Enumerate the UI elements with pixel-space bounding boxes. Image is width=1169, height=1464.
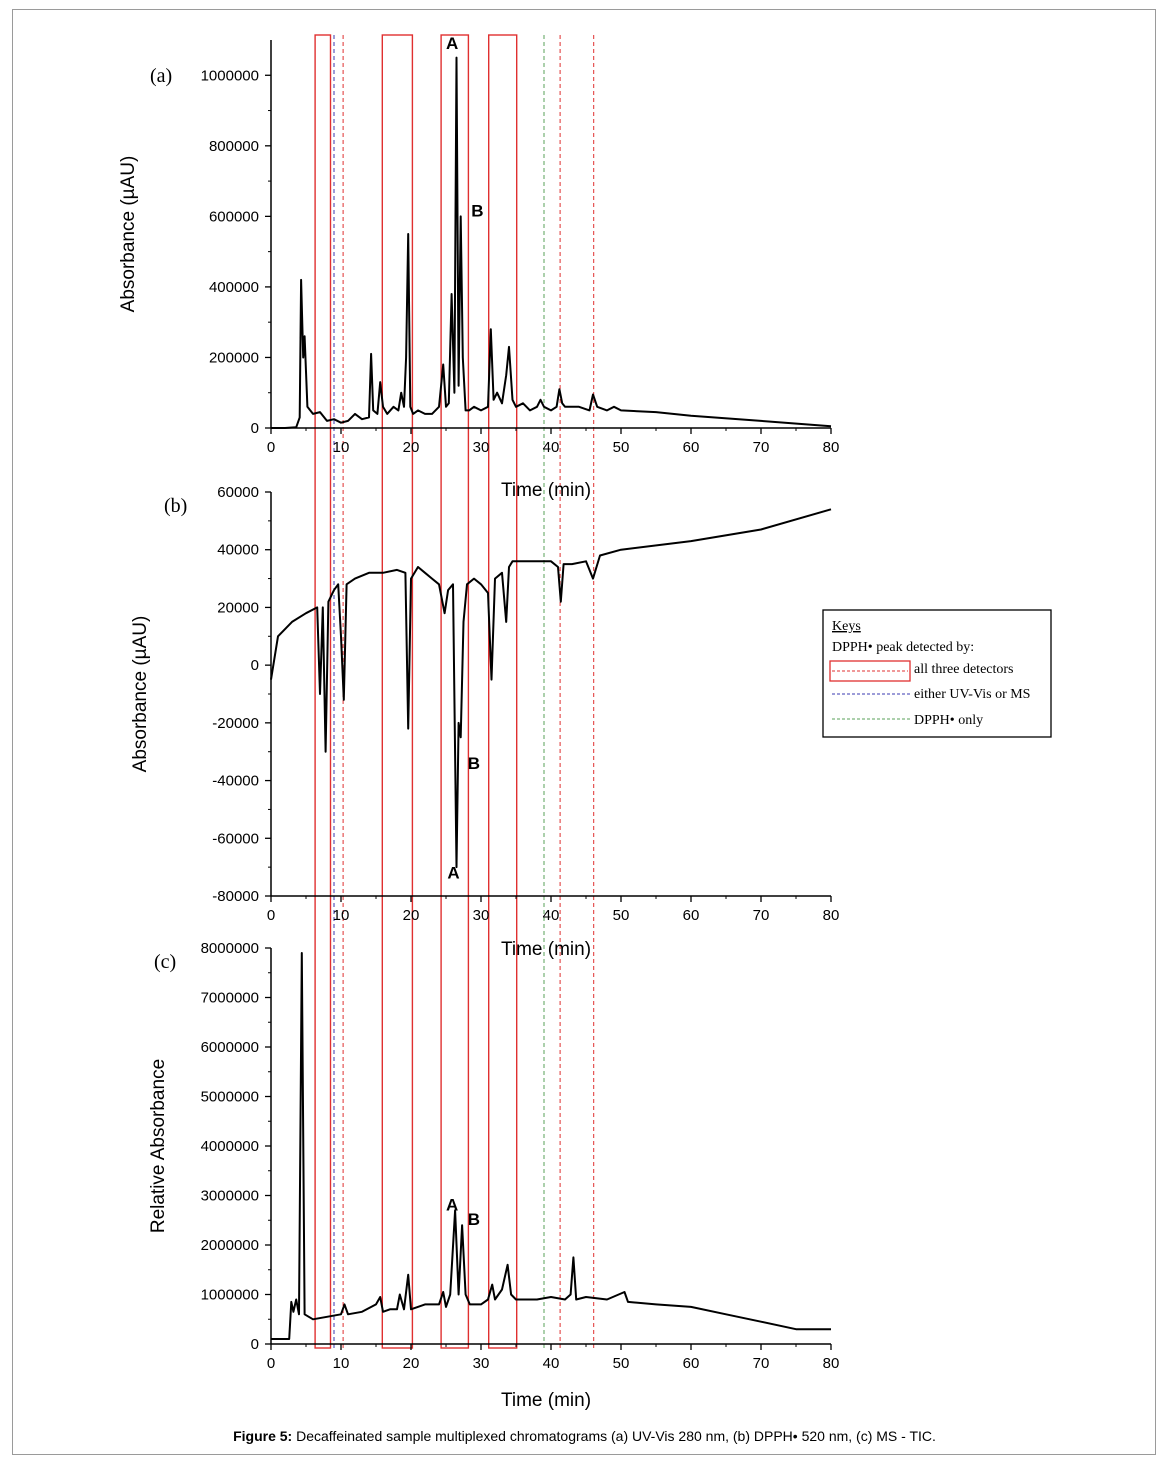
x-tick-label: 80 (823, 439, 840, 456)
x-tick-label: 70 (753, 439, 770, 456)
y-tick-label: 7000000 (201, 990, 259, 1007)
chromatogram-panels: 0 10 20 30 40 50 60 70 8002000004000006000008000… (118, 34, 839, 1411)
peak-label-a: A (446, 1195, 458, 1214)
detection-box (314, 34, 332, 1349)
y-tick-label: 0 (251, 1336, 259, 1353)
x-tick-label: 60 (683, 907, 700, 924)
y-tick-label: -20000 (212, 715, 259, 732)
figure-caption: Figure 5: Decaffeinated sample multiplex… (0, 1428, 1169, 1444)
x-tick-label: 50 (613, 907, 630, 924)
key-subtitle: DPPH• peak detected by: (832, 640, 974, 655)
caption-prefix: Figure 5: (233, 1428, 293, 1444)
y-axis-title: Absorbance (µAU) (130, 616, 151, 773)
x-tick-label: 70 (753, 1355, 770, 1372)
peak-label-b: B (468, 754, 480, 773)
panel-2: 0 10 20 30 40 50 60 70 80 -80000 -60000 -40000 -2000… (130, 484, 839, 960)
y-tick-label: 3000000 (201, 1188, 259, 1205)
x-tick-label: 30 (473, 1355, 490, 1372)
x-tick-label: 50 (613, 1355, 630, 1372)
key-box (822, 609, 1052, 738)
x-tick-label: 0 (267, 1355, 275, 1372)
chromatogram-trace (271, 952, 831, 1340)
x-axis-title: Time (min) (501, 939, 591, 960)
x-tick-label: 30 (473, 439, 490, 456)
x-axis-title: Time (min) (501, 480, 591, 501)
x-tick-label: 40 (543, 907, 560, 924)
key-item-all-three: all three detectors (914, 662, 1014, 677)
x-tick-label: 70 (753, 907, 770, 924)
y-tick-label: 200000 (209, 349, 259, 366)
panel-label: (a) (150, 65, 172, 87)
peak-label-a: A (447, 864, 459, 883)
y-tick-label: 600000 (209, 208, 259, 225)
x-tick-label: 60 (683, 1355, 700, 1372)
y-tick-label: 0 (251, 420, 259, 437)
key-item-either: either UV-Vis or MS (914, 687, 1030, 702)
x-axis-title: Time (min) (501, 1390, 591, 1411)
chromatogram-trace (270, 508, 832, 869)
chromatogram-trace (271, 56, 832, 429)
multiplexed-chromatogram-figure: 0 10 20 30 40 50 60 70 8002000004000006000008000… (118, 34, 1052, 1411)
panel-label: (b) (164, 495, 187, 517)
figure-frame (12, 9, 1156, 1455)
y-tick-label: 8000000 (201, 940, 259, 957)
x-tick-label: 0 (267, 907, 275, 924)
y-tick-label: 2000000 (201, 1237, 259, 1254)
peak-label-b: B (468, 1210, 480, 1229)
x-tick-label: 40 (543, 439, 560, 456)
x-tick-label: 20 (403, 1355, 420, 1372)
x-tick-label: 50 (613, 439, 630, 456)
detection-box (440, 34, 470, 1349)
y-tick-label: 0 (251, 657, 259, 674)
key-legend: Keys DPPH• peak detected by: all three d… (822, 609, 1052, 738)
key-box-swatch (829, 660, 911, 682)
y-axis-title: Absorbance (µAU) (118, 156, 139, 313)
x-tick-label: 60 (683, 439, 700, 456)
key-item-dpph-only: DPPH• only (914, 713, 983, 728)
x-tick-label: 80 (823, 907, 840, 924)
y-tick-label: 5000000 (201, 1089, 259, 1106)
y-axis-title: Relative Absorbance (148, 1059, 169, 1233)
y-tick-label: 4000000 (201, 1138, 259, 1155)
y-tick-label: 60000 (217, 484, 259, 501)
y-tick-label: 1000000 (201, 1287, 259, 1304)
y-tick-label: 1000000 (201, 67, 259, 84)
y-tick-label: 6000000 (201, 1039, 259, 1056)
y-tick-label: 20000 (217, 599, 259, 616)
x-tick-label: 10 (333, 1355, 350, 1372)
x-tick-label: 80 (823, 1355, 840, 1372)
x-tick-label: 10 (333, 907, 350, 924)
key-title: Keys (832, 619, 861, 634)
panel-label: (c) (154, 951, 176, 973)
y-tick-label: -80000 (212, 888, 259, 905)
peak-label-b: B (471, 201, 483, 220)
y-tick-label: 40000 (217, 542, 259, 559)
x-tick-label: 20 (403, 907, 420, 924)
x-tick-label: 10 (333, 439, 350, 456)
y-tick-label: 400000 (209, 279, 259, 296)
x-tick-label: 40 (543, 1355, 560, 1372)
caption-text: Decaffeinated sample multiplexed chromat… (296, 1428, 936, 1444)
y-tick-label: -40000 (212, 773, 259, 790)
x-tick-label: 20 (403, 439, 420, 456)
y-tick-label: -60000 (212, 830, 259, 847)
y-tick-label: 800000 (209, 138, 259, 155)
panel-3: 0 10 20 30 40 50 60 70 80 0 1000000 2000000 3000000 4… (148, 940, 839, 1411)
detection-box (488, 34, 518, 1349)
detection-box (381, 34, 414, 1349)
x-tick-label: 30 (473, 907, 490, 924)
x-tick-label: 0 (267, 439, 275, 456)
detection-markers (314, 34, 595, 1349)
panel-1: 0 10 20 30 40 50 60 70 80 0 200000 400000 600000 8000… (118, 34, 839, 501)
peak-label-a: A (446, 34, 458, 53)
